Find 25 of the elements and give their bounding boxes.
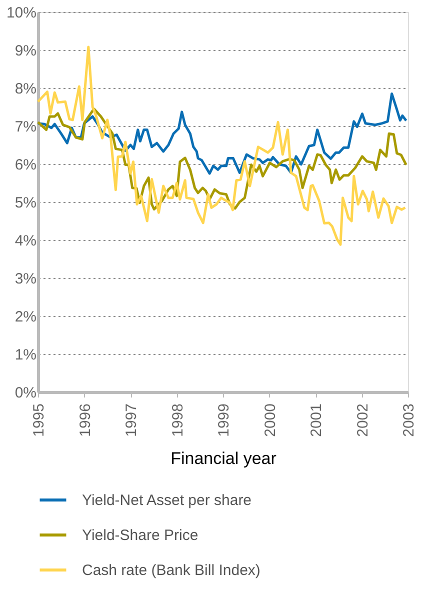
y-tick-label: 0% — [14, 384, 36, 402]
legend-label: Cash rate (Bank Bill Index) — [82, 562, 260, 579]
y-tick-label: 4% — [14, 232, 36, 250]
x-tick-label: 1995 — [30, 404, 48, 437]
legend-label: Yield-Share Price — [82, 527, 198, 544]
line-series — [36, 46, 406, 246]
x-tick-label: 2002 — [354, 404, 372, 437]
y-tick-label: 9% — [14, 42, 36, 60]
y-tick-label: 8% — [14, 80, 36, 98]
x-tick-label: 2003 — [400, 404, 418, 437]
x-tick-label: 2000 — [262, 404, 279, 437]
x-tick-label: 1999 — [216, 404, 232, 437]
x-tick-label: 1996 — [76, 404, 94, 437]
y-tick-label: 3% — [14, 270, 36, 288]
x-tick-label: 1997 — [123, 404, 140, 437]
legend-label: Yield-Net Asset per share — [82, 492, 252, 509]
x-tick-label: 2001 — [308, 404, 325, 437]
y-tick-label: 2% — [14, 308, 36, 326]
y-tick-label: 7% — [14, 118, 36, 136]
y-tick-label: 1% — [14, 346, 36, 364]
x-tick-label: 1998 — [169, 404, 186, 437]
y-tick-label: 6% — [14, 156, 36, 174]
y-tick-label: 5% — [14, 194, 36, 212]
x-axis-title: Financial year — [170, 448, 277, 468]
y-tick-label: 10% — [6, 4, 36, 22]
